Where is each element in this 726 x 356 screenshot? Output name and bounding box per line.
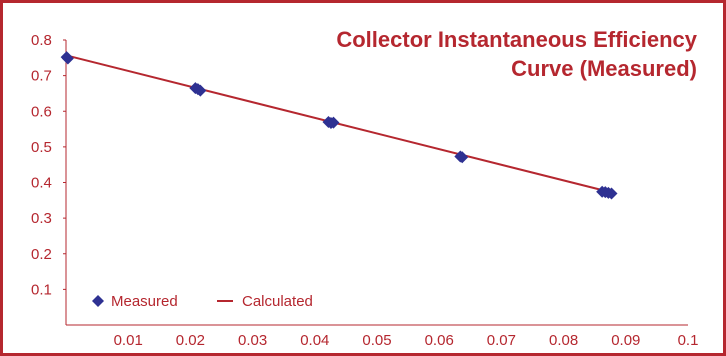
- measured-point: [194, 84, 207, 97]
- x-tick-label: 0.08: [549, 332, 578, 349]
- y-tick-label: 0.7: [31, 68, 52, 85]
- measured-point: [327, 116, 340, 129]
- chart-title-line-1: Collector Instantaneous Efficiency: [336, 27, 697, 52]
- y-tick-label: 0.8: [31, 32, 52, 49]
- x-tick-label: 0.09: [611, 332, 640, 349]
- legend: Measured Calculated: [92, 293, 313, 310]
- y-tick-label: 0.1: [31, 281, 52, 298]
- chart-title: Collector Instantaneous Efficiency Curve…: [336, 27, 697, 81]
- y-tick-label: 0.4: [31, 175, 52, 192]
- x-tick-label: 0.03: [238, 332, 267, 349]
- x-tick-label: 0.1: [678, 332, 699, 349]
- x-tick-label: 0.07: [487, 332, 516, 349]
- y-tick-label: 0.2: [31, 246, 52, 263]
- legend-measured-label: Measured: [111, 293, 178, 310]
- legend-calculated-label: Calculated: [242, 293, 313, 310]
- x-tick-label: 0.01: [114, 332, 143, 349]
- x-tick-label: 0.06: [425, 332, 454, 349]
- x-tick-label: 0.05: [362, 332, 391, 349]
- x-tick-label: 0.04: [300, 332, 329, 349]
- measured-point: [61, 52, 74, 65]
- tick-labels: 0.1 0.2 0.3 0.4 0.5 0.6 0.7 0.8 0.01 0.02 0.03 0.04…: [31, 32, 698, 349]
- y-tick-label: 0.5: [31, 139, 52, 156]
- x-tick-label: 0.02: [176, 332, 205, 349]
- axes: [65, 40, 688, 326]
- chart-title-line-2: Curve (Measured): [511, 56, 697, 81]
- measured-series: [60, 51, 618, 200]
- y-tick-label: 0.6: [31, 103, 52, 120]
- measured-point: [456, 151, 469, 164]
- measured-point: [605, 187, 618, 200]
- legend-measured-marker: [92, 295, 104, 307]
- y-tick-label: 0.3: [31, 210, 52, 227]
